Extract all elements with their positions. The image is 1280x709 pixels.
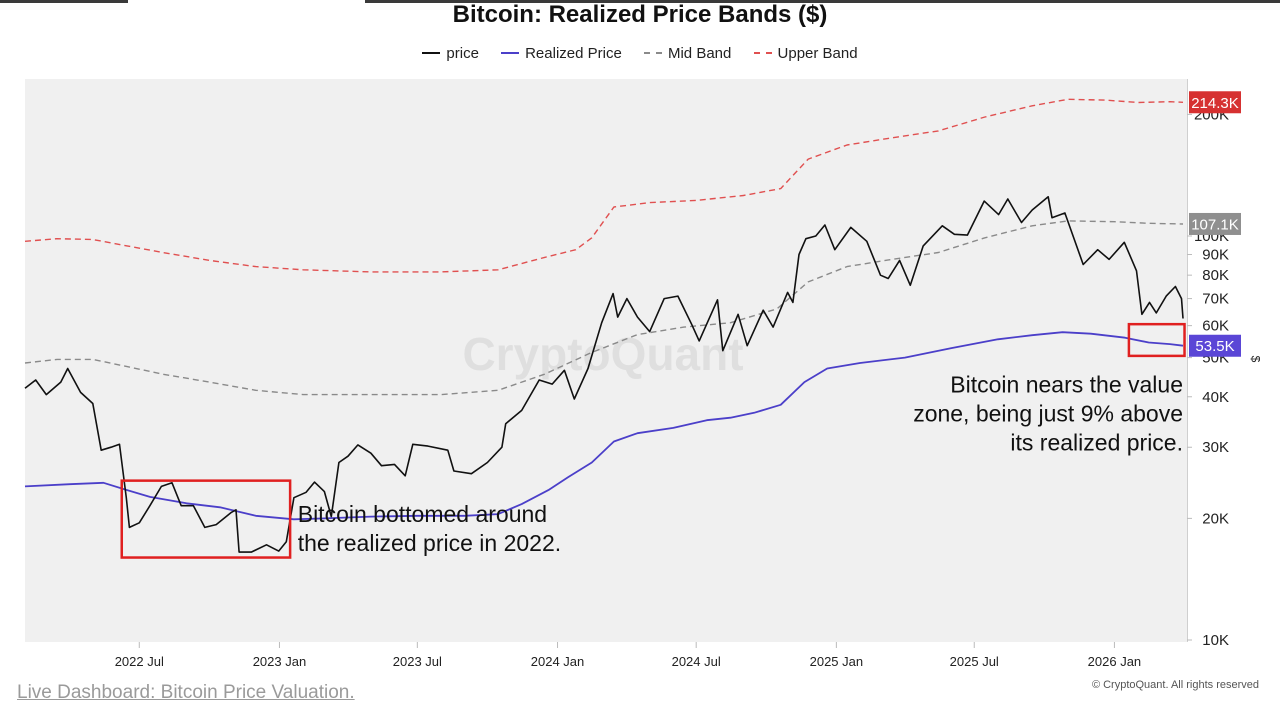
chart-legend: price Realized Price Mid Band Upper Band [0,41,1280,62]
annotation-line: its realized price. [1010,429,1183,455]
annotation-line: zone, being just 9% above [913,400,1183,426]
legend-label-mid-band: Mid Band [667,44,732,62]
series-line-realized-price [24,331,1184,521]
y-tick-label: 80K [1202,267,1229,284]
legend-item-realized-price[interactable]: Realized Price [501,45,622,62]
y-tick-label: 70K [1202,291,1229,308]
legend-label-upper-band: Upper Band [777,44,858,62]
y-tick-label: 60K [1202,318,1229,335]
x-tick-label: 2025 Jul [950,654,999,669]
x-tick-label: 2024 Jul [672,654,721,669]
top-rule-right [365,0,1280,3]
legend-item-price[interactable]: price [422,45,479,62]
live-dashboard-link[interactable]: Live Dashboard: Bitcoin Price Valuation. [17,682,355,703]
value-badge-realized-price [1189,334,1241,357]
y-tick-label: 20K [1202,510,1229,527]
series-line-price [24,196,1184,553]
y-tick-label: 40K [1202,389,1229,406]
annotation-2: Bitcoin nears the value zone, being just … [913,371,1183,455]
y-tick-label: 10K [1202,632,1229,649]
legend-swatch-mid-band [643,52,662,54]
annotation-line: the realized price in 2022. [298,530,561,556]
x-tick-label: 2024 Jan [531,654,585,669]
highlight-box-2 [1127,322,1186,358]
y-tick-label: 30K [1202,439,1229,456]
legend-swatch-upper-band [753,52,772,54]
y-tick-label: 90K [1202,246,1229,263]
top-rule-left [0,0,128,3]
y-axis-unit: $ [1248,355,1263,363]
series-line-upper-band [24,98,1184,273]
y-axis-line [1187,79,1188,642]
legend-item-upper-band[interactable]: Upper Band [753,44,858,62]
series-line-mid-band [24,220,1184,396]
value-badge-upper-band [1189,91,1241,114]
legend-label-price: price [446,44,479,62]
legend-swatch-realized-price [501,52,520,54]
x-tick-label: 2026 Jan [1088,654,1142,669]
chart-title: Bitcoin: Realized Price Bands ($) [452,1,828,28]
value-badge-label-upper-band: 214.3K [1191,95,1239,112]
value-badge-label-realized-price: 53.5K [1195,338,1234,355]
copyright-text: © CryptoQuant. All rights reserved [1091,679,1259,691]
x-tick-label: 2025 Jan [810,654,864,669]
highlight-box-1 [120,479,292,559]
x-tick-label: 2023 Jul [393,654,442,669]
x-tick-label: 2022 Jul [115,654,164,669]
legend-item-mid-band[interactable]: Mid Band [643,44,732,62]
annotation-line: Bitcoin bottomed around [298,501,547,527]
plot-area [25,79,1187,642]
annotation-line: Bitcoin nears the value [950,371,1183,397]
value-badge-label-mid-band: 107.1K [1191,216,1239,233]
legend-swatch-price [422,52,441,54]
annotation-1: Bitcoin bottomed around the realized pric… [298,501,561,556]
x-tick-label: 2023 Jan [253,654,307,669]
legend-label-realized-price: Realized Price [525,44,622,62]
value-badge-mid-band [1189,212,1241,235]
